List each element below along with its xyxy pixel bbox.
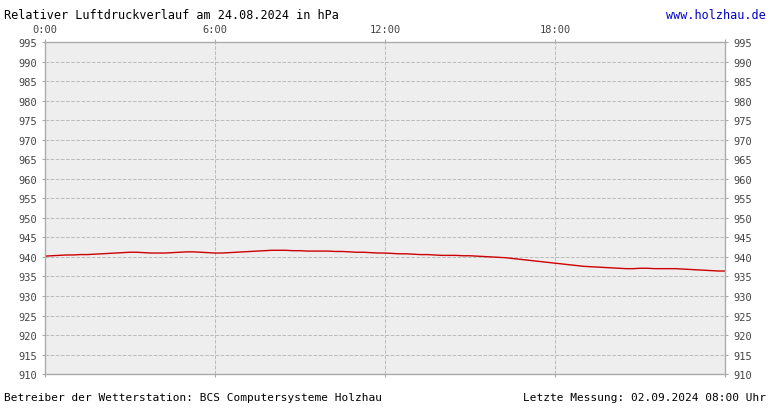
Text: www.holzhau.de: www.holzhau.de bbox=[666, 9, 766, 22]
Text: Letzte Messung: 02.09.2024 08:00 Uhr: Letzte Messung: 02.09.2024 08:00 Uhr bbox=[523, 392, 766, 402]
Text: Betreiber der Wetterstation: BCS Computersysteme Holzhau: Betreiber der Wetterstation: BCS Compute… bbox=[4, 392, 382, 402]
Text: Relativer Luftdruckverlauf am 24.08.2024 in hPa: Relativer Luftdruckverlauf am 24.08.2024… bbox=[4, 9, 339, 22]
